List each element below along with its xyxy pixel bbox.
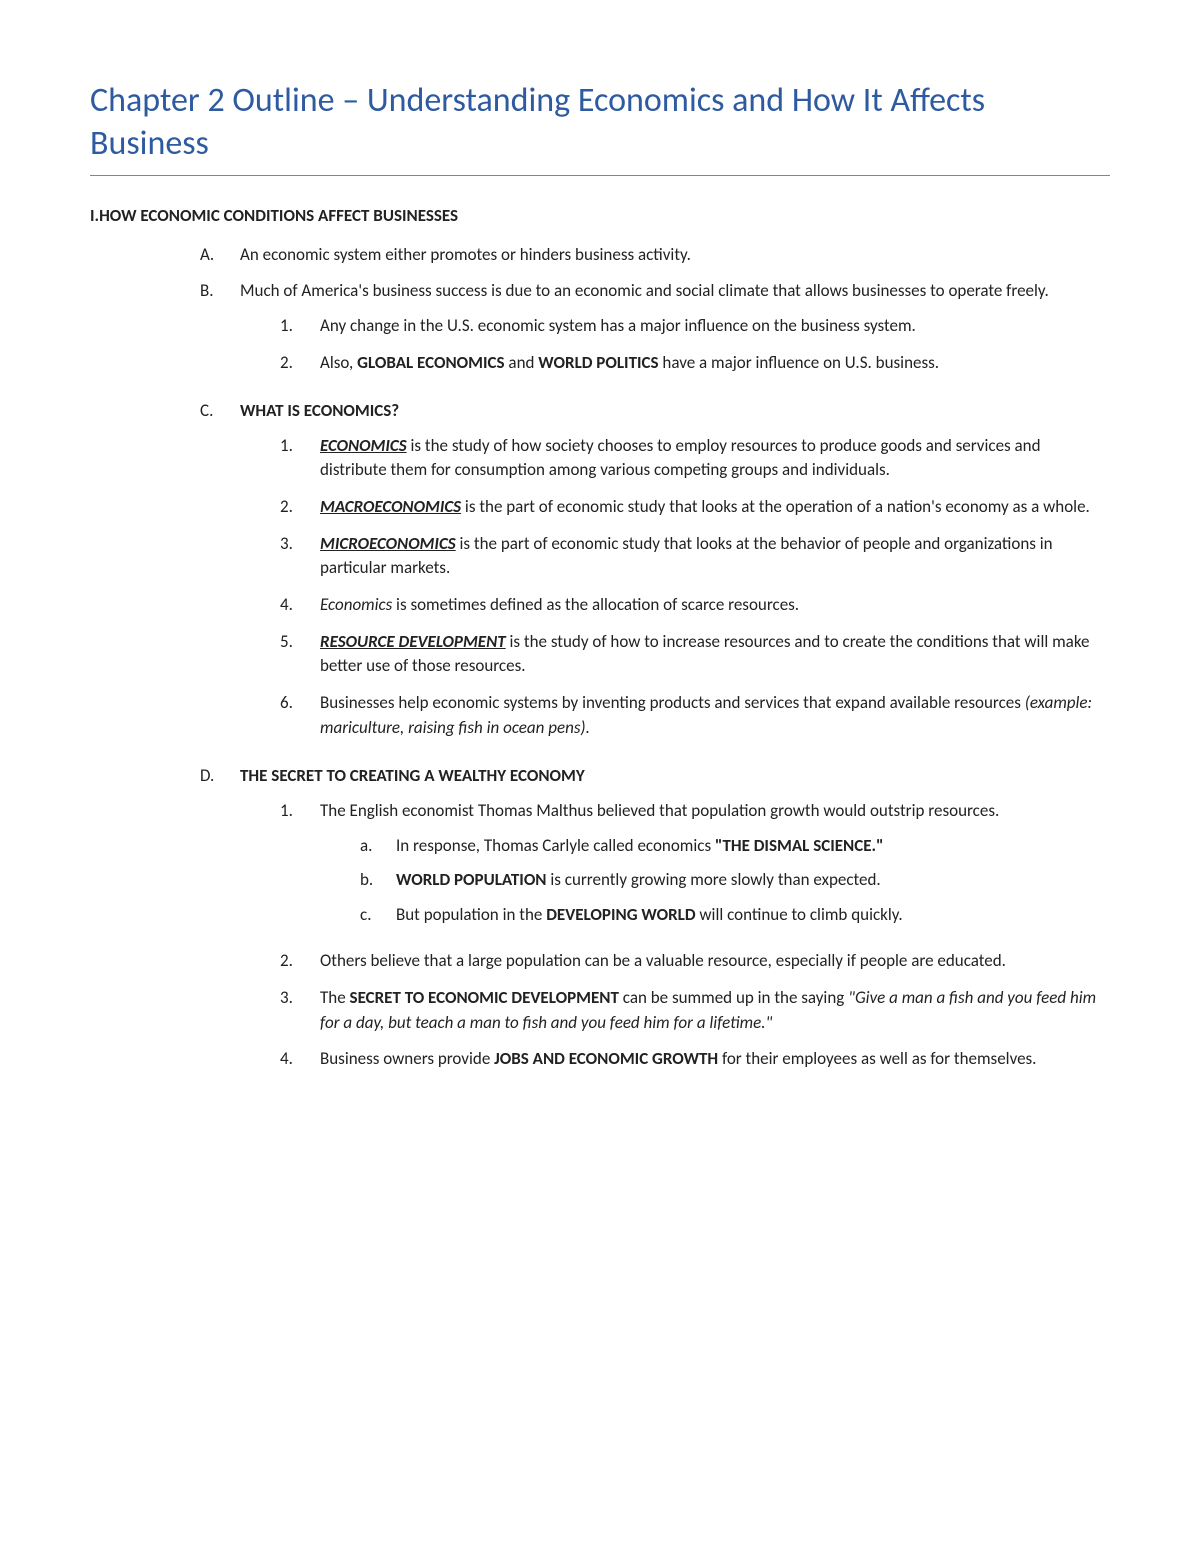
outline-item: B. Much of America's business success is…	[200, 279, 1110, 387]
outline-marker: 2.	[280, 949, 320, 974]
outline-marker: D.	[200, 764, 240, 1084]
section-heading-text: HOW ECONOMIC CONDITIONS AFFECT BUSINESSE…	[99, 205, 458, 226]
outline-sublist: 1. The English economist Thomas Malthus …	[280, 799, 1110, 1072]
outline-heading: WHAT IS ECONOMICS?	[240, 400, 399, 421]
outline-marker: 4.	[280, 593, 320, 618]
outline-sublist: 1. ECONOMICS is the study of how society…	[280, 434, 1110, 740]
outline-item: a. In response, Thomas Carlyle called ec…	[360, 834, 1110, 859]
outline-item: D. THE SECRET TO CREATING A WEALTHY ECON…	[200, 764, 1110, 1084]
outline-marker: 4.	[280, 1047, 320, 1072]
outline-sublist: 1. Any change in the U.S. economic syste…	[280, 314, 1110, 375]
outline-text: Also, GLOBAL ECONOMICS and WORLD POLITIC…	[320, 351, 1110, 376]
outline-text: In response, Thomas Carlyle called econo…	[396, 834, 1110, 859]
outline-item: c. But population in the DEVELOPING WORL…	[360, 903, 1110, 928]
outline-text: Much of America's business success is du…	[240, 280, 1049, 301]
outline-item: A. An economic system either promotes or…	[200, 243, 1110, 268]
outline-item: 3. MICROECONOMICS is the part of economi…	[280, 532, 1110, 581]
outline-text: MACROECONOMICS is the part of economic s…	[320, 495, 1110, 520]
outline-item: 2. Also, GLOBAL ECONOMICS and WORLD POLI…	[280, 351, 1110, 376]
section-marker: I.	[90, 205, 99, 226]
outline-text: ECONOMICS is the study of how society ch…	[320, 434, 1110, 483]
outline-text: Businesses help economic systems by inve…	[320, 691, 1110, 740]
outline-marker: 1.	[280, 434, 320, 483]
outline-text: MICROECONOMICS is the part of economic s…	[320, 532, 1110, 581]
outline-item: 4. Business owners provide JOBS AND ECON…	[280, 1047, 1110, 1072]
outline-item: 4. Economics is sometimes defined as the…	[280, 593, 1110, 618]
outline-item: 1. ECONOMICS is the study of how society…	[280, 434, 1110, 483]
outline-sublist: a. In response, Thomas Carlyle called ec…	[360, 834, 1110, 928]
outline-marker: 3.	[280, 532, 320, 581]
outline-marker: A.	[200, 243, 240, 268]
outline-root: A. An economic system either promotes or…	[200, 243, 1110, 1084]
outline-item: 1. The English economist Thomas Malthus …	[280, 799, 1110, 938]
outline-item: C. WHAT IS ECONOMICS? 1. ECONOMICS is th…	[200, 399, 1110, 752]
outline-text: The SECRET TO ECONOMIC DEVELOPMENT can b…	[320, 986, 1110, 1035]
outline-marker: 6.	[280, 691, 320, 740]
outline-marker: b.	[360, 868, 396, 893]
outline-text: Others believe that a large population c…	[320, 949, 1110, 974]
outline-marker: 3.	[280, 986, 320, 1035]
outline-item: 6. Businesses help economic systems by i…	[280, 691, 1110, 740]
outline-text: But population in the DEVELOPING WORLD w…	[396, 903, 1110, 928]
outline-text: RESOURCE DEVELOPMENT is the study of how…	[320, 630, 1110, 679]
outline-text: Any change in the U.S. economic system h…	[320, 314, 1110, 339]
outline-item: 1. Any change in the U.S. economic syste…	[280, 314, 1110, 339]
outline-text: Economics is sometimes defined as the al…	[320, 593, 1110, 618]
outline-heading: THE SECRET TO CREATING A WEALTHY ECONOMY	[240, 765, 585, 786]
document-title: Chapter 2 Outline – Understanding Econom…	[90, 80, 1110, 165]
outline-item: 3. The SECRET TO ECONOMIC DEVELOPMENT ca…	[280, 986, 1110, 1035]
outline-marker: 2.	[280, 351, 320, 376]
outline-item: 2. Others believe that a large populatio…	[280, 949, 1110, 974]
outline-item: 2. MACROECONOMICS is the part of economi…	[280, 495, 1110, 520]
outline-text: The English economist Thomas Malthus bel…	[320, 800, 999, 821]
outline-item: b. WORLD POPULATION is currently growing…	[360, 868, 1110, 893]
section-heading: I.HOW ECONOMIC CONDITIONS AFFECT BUSINES…	[90, 204, 1110, 229]
outline-marker: 5.	[280, 630, 320, 679]
outline-marker: 1.	[280, 314, 320, 339]
outline-text: WORLD POPULATION is currently growing mo…	[396, 868, 1110, 893]
outline-marker: B.	[200, 279, 240, 387]
outline-marker: 1.	[280, 799, 320, 938]
outline-marker: C.	[200, 399, 240, 752]
outline-text: Business owners provide JOBS AND ECONOMI…	[320, 1047, 1110, 1072]
outline-item: 5. RESOURCE DEVELOPMENT is the study of …	[280, 630, 1110, 679]
outline-marker: c.	[360, 903, 396, 928]
outline-text: An economic system either promotes or hi…	[240, 243, 1110, 268]
outline-marker: a.	[360, 834, 396, 859]
outline-marker: 2.	[280, 495, 320, 520]
title-underline	[90, 175, 1110, 176]
